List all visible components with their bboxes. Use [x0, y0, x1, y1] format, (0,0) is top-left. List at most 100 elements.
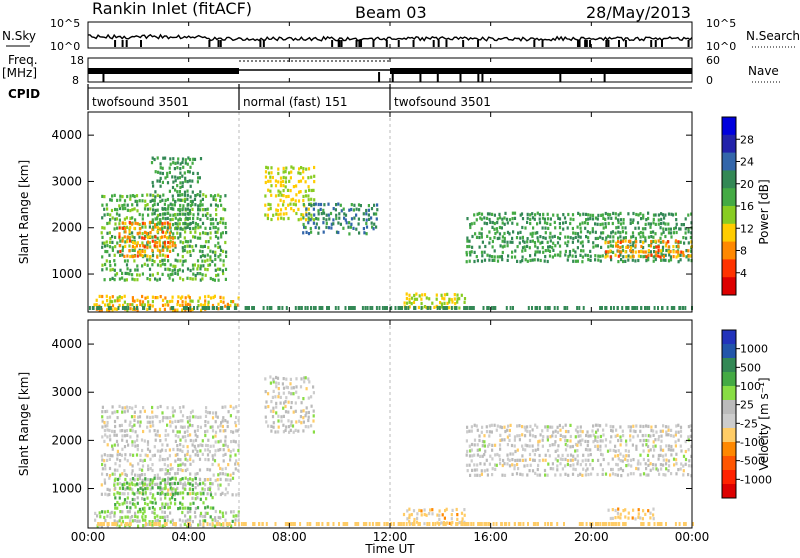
heatmap-cell	[264, 415, 267, 419]
x-tick-label: 04:00	[171, 530, 206, 544]
heatmap-cell	[627, 511, 630, 515]
heatmap-cell	[168, 276, 171, 280]
heatmap-cell	[667, 227, 670, 231]
heatmap-cell	[655, 467, 658, 471]
heatmap-cell	[410, 302, 413, 306]
heatmap-cell	[138, 273, 141, 277]
heatmap-cell	[284, 185, 287, 189]
heatmap-cell	[581, 430, 584, 434]
heatmap-cell	[488, 230, 491, 234]
heatmap-cell	[196, 506, 200, 510]
heatmap-cell	[198, 468, 202, 472]
heatmap-cell	[171, 308, 175, 312]
heatmap-cell	[511, 240, 514, 244]
heatmap-cell	[118, 232, 121, 236]
heatmap-cell	[558, 222, 561, 226]
heatmap-cell	[564, 435, 567, 439]
heatmap-cell	[599, 424, 602, 428]
heatmap-cell	[481, 254, 484, 258]
heatmap-cell	[229, 458, 232, 462]
heatmap-cell	[642, 509, 645, 513]
heatmap-cell	[251, 306, 254, 310]
heatmap-cell	[214, 420, 217, 424]
heatmap-cell	[589, 258, 592, 262]
heatmap-cell	[485, 425, 488, 429]
heatmap-cell	[506, 435, 509, 439]
heatmap-cell	[625, 443, 628, 447]
heatmap-cell	[216, 520, 219, 524]
heatmap-cell	[99, 515, 102, 519]
heatmap-cell	[209, 258, 212, 262]
heatmap-cell	[171, 406, 174, 410]
heatmap-cell	[299, 385, 303, 389]
heatmap-cell	[166, 221, 169, 225]
heatmap-cell	[670, 444, 673, 449]
heatmap-cell	[428, 522, 431, 526]
heatmap-cell	[470, 429, 473, 433]
colorbar-swatch	[722, 277, 736, 296]
heatmap-cell	[287, 425, 291, 429]
heatmap-cell	[149, 245, 152, 249]
heatmap-cell	[267, 405, 270, 409]
heatmap-cell	[589, 463, 592, 467]
heatmap-cell	[123, 501, 126, 505]
heatmap-cell	[639, 239, 642, 244]
heatmap-cell	[660, 439, 663, 443]
heatmap-cell	[194, 415, 197, 419]
heatmap-cell	[642, 250, 645, 254]
heatmap-cell	[599, 254, 602, 258]
heatmap-cell	[344, 213, 348, 217]
heatmap-cell	[582, 212, 585, 216]
heatmap-cell	[602, 428, 605, 432]
heatmap-cell	[629, 458, 632, 462]
heatmap-cell	[657, 213, 660, 217]
heatmap-cell	[486, 306, 489, 310]
heatmap-cell	[518, 241, 521, 245]
heatmap-cell	[290, 522, 293, 526]
heatmap-cell	[648, 522, 651, 526]
heatmap-cell	[325, 213, 328, 217]
heatmap-cell	[576, 449, 579, 453]
heatmap-cell	[172, 414, 175, 418]
heatmap-cell	[211, 518, 214, 522]
heatmap-cell	[589, 217, 592, 221]
heatmap-cell	[138, 231, 141, 235]
heatmap-cell	[204, 414, 208, 418]
heatmap-cell	[217, 425, 220, 429]
heatmap-cell	[161, 510, 164, 514]
heatmap-cell	[468, 239, 471, 243]
heatmap-cell	[105, 294, 108, 298]
heatmap-cell	[551, 434, 554, 438]
heatmap-cell	[141, 481, 144, 485]
heatmap-cell	[222, 453, 225, 457]
heatmap-cell	[468, 244, 471, 249]
heatmap-cell	[106, 443, 109, 447]
heatmap-cell	[657, 306, 659, 310]
heatmap-cell	[610, 231, 613, 235]
heatmap-cell	[681, 306, 684, 310]
heatmap-cell	[118, 218, 121, 222]
heatmap-cell	[181, 300, 184, 304]
heatmap-cell	[503, 462, 506, 466]
heatmap-cell	[201, 208, 205, 212]
heatmap-cell	[624, 259, 627, 263]
heatmap-cell	[194, 273, 197, 278]
heatmap-cell	[483, 221, 486, 225]
heatmap-cell	[141, 294, 144, 299]
heatmap-cell	[464, 306, 467, 310]
x-axis-ticks: 00:00 04:00 08:00 12:00 16:00 20:00 00:00	[71, 22, 709, 544]
heatmap-cell	[212, 197, 215, 201]
heatmap-cell	[564, 464, 567, 468]
heatmap-cell	[275, 375, 278, 380]
heatmap-cell	[372, 227, 375, 231]
heatmap-cell	[194, 230, 197, 234]
heatmap-cell	[654, 438, 657, 442]
heatmap-cell	[111, 300, 114, 304]
heatmap-cell	[365, 522, 368, 526]
heatmap-cell	[660, 217, 663, 221]
heatmap-cell	[476, 443, 479, 447]
heatmap-cell	[182, 482, 185, 486]
colorbar-swatch	[722, 152, 736, 171]
heatmap-cell	[289, 176, 292, 180]
heatmap-cell	[277, 430, 280, 434]
